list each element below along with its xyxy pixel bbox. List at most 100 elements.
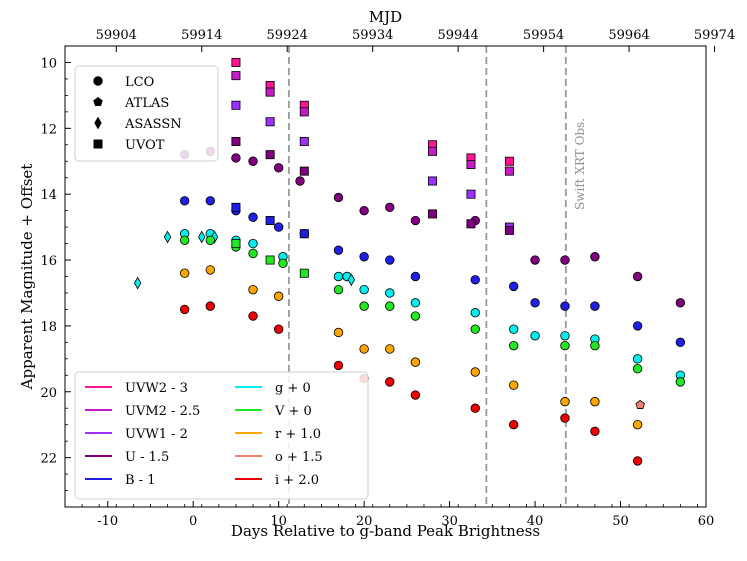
data-point [675,377,686,387]
data-point [359,252,369,262]
band-legend-label: UVM2 - 2.5 [125,404,200,419]
data-point [590,426,600,436]
data-point [675,337,686,348]
series-10 [231,239,309,278]
top-tick-label: 59964 [608,28,649,43]
y-tick-label: 18 [40,320,57,335]
series-3 [179,146,686,308]
data-point [385,377,395,387]
data-point [299,268,309,278]
data-point [231,57,241,67]
data-point [278,258,288,269]
data-point [410,357,421,367]
x-tick-label: 0 [189,514,197,529]
data-point [231,100,241,110]
x-tick-label: 20 [356,514,373,529]
data-point [590,340,600,351]
data-point [231,239,241,249]
instrument-legend-label: LCO [125,75,154,90]
data-point [560,396,570,407]
data-point [470,324,480,334]
y-tick-label: 22 [40,452,57,467]
legend-marker-diamond [94,116,102,130]
y-tick-label: 20 [40,386,57,401]
x-tick-label: 50 [612,514,629,529]
data-point [632,354,643,364]
data-point [410,311,421,321]
band-legend-label: o + 1.5 [275,450,323,465]
x-tick-label: 30 [441,514,458,529]
data-point [295,176,305,186]
top-tick-label: 59974 [694,28,735,43]
data-point [248,238,258,249]
x-tick-label: -10 [97,514,118,529]
y-tick-label: 14 [40,188,57,203]
band-legend-label: UVW1 - 2 [125,427,188,442]
data-point [385,344,395,354]
data-point [273,291,284,301]
data-point [248,248,258,259]
data-point [504,225,514,235]
data-point [333,284,344,295]
x-tick-label: 40 [527,514,544,529]
data-point [231,153,241,163]
data-point [410,390,421,400]
top-axis-label: MJD [369,8,402,26]
series-1 [231,71,514,176]
data-point [231,137,241,146]
ticks: -10 0 10 20 30 40 50 60 10 12 14 16 18 20 22 59904 59914… [40,28,735,529]
x-axis-label: Days Relative to g-band Peak Brightness [231,522,540,540]
band-legend-label: r + 1.0 [275,427,321,442]
data-point [198,230,206,244]
band-legend-box [74,371,369,500]
data-point [333,360,344,371]
band-legend-label: i + 2.0 [275,473,319,488]
data-point [470,308,480,318]
data-point [347,273,356,287]
data-point [470,403,480,413]
data-point [635,399,645,409]
band-legend-label: UVW2 - 3 [125,381,188,396]
data-point [632,456,643,466]
data-point [385,301,395,311]
data-point [410,271,421,282]
y-tick-label: 16 [40,254,57,269]
data-point [590,301,600,311]
data-point [231,202,241,212]
data-point [273,222,284,232]
data-point [265,117,275,127]
y-axis-label: Apparent Magnitude + Offset [18,164,36,391]
data-point [632,271,643,282]
data-point [385,202,395,213]
band-legend-label: U - 1.5 [125,450,169,465]
data-point [466,189,476,199]
band-legend-label: B - 1 [125,473,155,488]
instrument-legend-label: UVOT [125,138,165,153]
data-point [179,304,190,315]
data-point [205,196,215,206]
data-point [333,192,344,203]
top-tick-label: 59934 [352,28,393,43]
data-point [273,163,284,173]
data-point [428,209,437,219]
legend-marker-circle [93,76,103,86]
data-point [265,255,275,265]
data-point [265,216,275,226]
top-tick-label: 59914 [181,28,222,43]
data-point [466,219,476,229]
data-point [530,331,540,341]
data-point [509,324,519,334]
data-point [385,288,395,298]
data-point [466,160,476,170]
data-point [133,276,142,290]
data-point [632,321,643,331]
top-tick-label: 59954 [523,28,564,43]
data-point [299,137,309,146]
data-point [248,212,258,222]
data-point [385,255,395,265]
y-tick-label: 10 [40,56,57,71]
band-legend-label: V + 0 [274,404,312,419]
data-point [205,235,215,245]
legend-marker-square [93,139,103,149]
